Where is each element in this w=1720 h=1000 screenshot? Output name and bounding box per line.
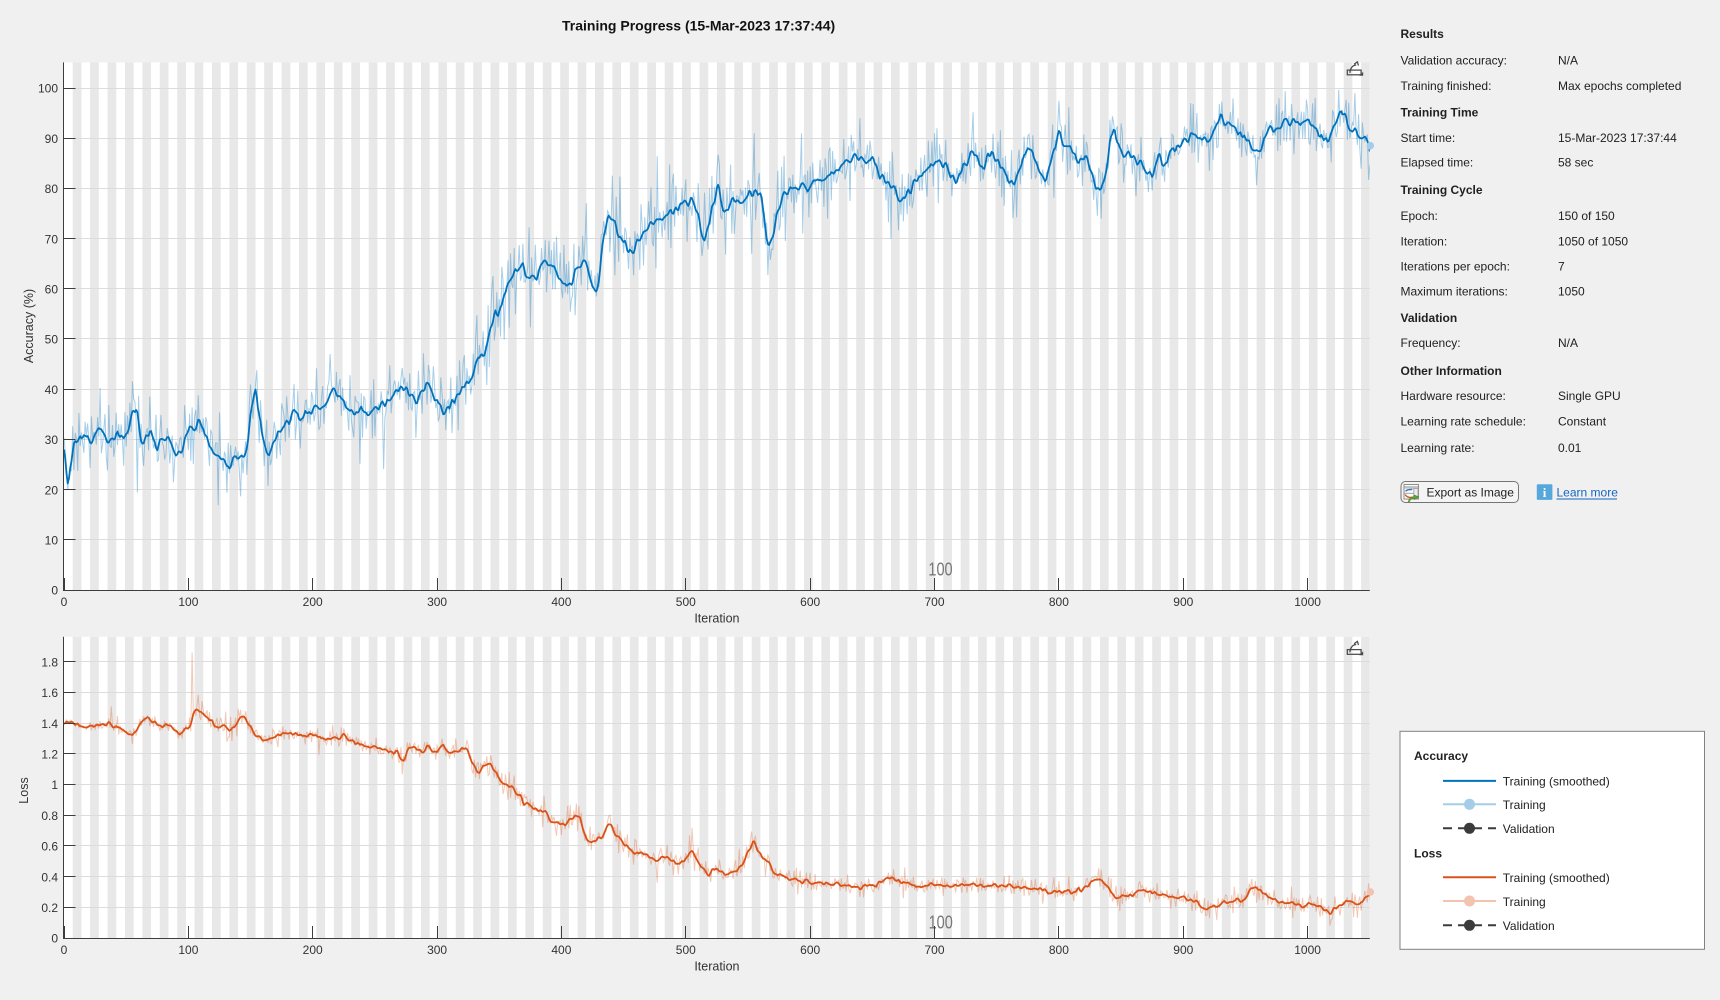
svg-text:Export as Image: Export as Image (1427, 486, 1515, 500)
svg-text:500: 500 (676, 595, 696, 609)
svg-text:100: 100 (38, 82, 58, 96)
svg-text:500: 500 (676, 943, 696, 957)
svg-text:700: 700 (924, 595, 944, 609)
svg-text:600: 600 (800, 943, 820, 957)
svg-text:300: 300 (427, 943, 447, 957)
svg-text:0.01: 0.01 (1558, 441, 1582, 455)
svg-text:Validation: Validation (1503, 822, 1555, 836)
svg-text:Iteration:: Iteration: (1401, 235, 1448, 249)
svg-text:Validation: Validation (1503, 919, 1555, 933)
svg-text:400: 400 (551, 595, 571, 609)
svg-text:Results: Results (1401, 27, 1445, 41)
svg-text:100: 100 (178, 943, 198, 957)
svg-text:0: 0 (61, 943, 68, 957)
svg-text:200: 200 (303, 943, 323, 957)
svg-text:900: 900 (1173, 595, 1193, 609)
svg-text:Constant: Constant (1558, 415, 1607, 429)
svg-text:0.4: 0.4 (41, 870, 58, 884)
svg-text:Training finished:: Training finished: (1401, 79, 1492, 93)
svg-text:0: 0 (61, 595, 68, 609)
svg-text:0: 0 (51, 932, 58, 946)
svg-text:50: 50 (45, 333, 59, 347)
svg-text:Validation accuracy:: Validation accuracy: (1401, 54, 1508, 68)
svg-text:Maximum iterations:: Maximum iterations: (1401, 285, 1508, 299)
svg-text:100: 100 (929, 912, 953, 932)
svg-text:90: 90 (45, 132, 59, 146)
svg-text:Training Cycle: Training Cycle (1401, 183, 1483, 197)
svg-text:15-Mar-2023 17:37:44: 15-Mar-2023 17:37:44 (1558, 131, 1677, 145)
svg-text:20: 20 (45, 483, 59, 497)
svg-text:Training Time: Training Time (1401, 106, 1479, 120)
svg-text:Learning rate schedule:: Learning rate schedule: (1401, 415, 1526, 429)
svg-text:Other Information: Other Information (1401, 364, 1502, 378)
svg-text:200: 200 (303, 595, 323, 609)
svg-text:1.2: 1.2 (41, 748, 58, 762)
svg-text:600: 600 (800, 595, 820, 609)
svg-text:1.6: 1.6 (41, 686, 58, 700)
svg-text:Training (smoothed): Training (smoothed) (1503, 775, 1610, 789)
svg-text:700: 700 (924, 943, 944, 957)
svg-text:Learning rate:: Learning rate: (1401, 441, 1475, 455)
svg-text:1050: 1050 (1558, 285, 1585, 299)
svg-text:58 sec: 58 sec (1558, 156, 1593, 170)
svg-text:0.2: 0.2 (41, 901, 58, 915)
svg-text:Elapsed time:: Elapsed time: (1401, 156, 1474, 170)
svg-text:N/A: N/A (1558, 336, 1578, 350)
svg-text:800: 800 (1049, 943, 1069, 957)
svg-text:0: 0 (51, 584, 58, 598)
svg-text:0.6: 0.6 (41, 840, 58, 854)
svg-text:800: 800 (1049, 595, 1069, 609)
svg-text:i: i (1543, 485, 1547, 500)
svg-text:40: 40 (45, 383, 59, 397)
svg-text:70: 70 (45, 232, 59, 246)
svg-text:900: 900 (1173, 943, 1193, 957)
svg-text:30: 30 (45, 433, 59, 447)
svg-text:Iteration: Iteration (694, 611, 739, 625)
svg-text:Learn more: Learn more (1557, 486, 1619, 500)
svg-text:80: 80 (45, 182, 59, 196)
svg-text:60: 60 (45, 283, 59, 297)
svg-text:100: 100 (178, 595, 198, 609)
svg-text:Start time:: Start time: (1401, 131, 1456, 145)
svg-text:1.8: 1.8 (41, 655, 58, 669)
svg-text:Loss: Loss (17, 777, 31, 803)
svg-text:400: 400 (551, 943, 571, 957)
svg-text:10: 10 (45, 534, 59, 548)
svg-text:Single GPU: Single GPU (1558, 389, 1621, 403)
svg-text:100: 100 (928, 560, 952, 580)
svg-text:150 of 150: 150 of 150 (1558, 209, 1615, 223)
svg-text:Iteration: Iteration (694, 959, 739, 973)
svg-text:1.4: 1.4 (41, 717, 58, 731)
svg-text:N/A: N/A (1558, 54, 1578, 68)
svg-text:Max epochs completed: Max epochs completed (1558, 79, 1681, 93)
svg-text:Frequency:: Frequency: (1401, 336, 1461, 350)
svg-text:300: 300 (427, 595, 447, 609)
svg-text:1050 of 1050: 1050 of 1050 (1558, 235, 1628, 249)
svg-text:0.8: 0.8 (41, 809, 58, 823)
svg-text:Iterations per epoch:: Iterations per epoch: (1401, 260, 1510, 274)
svg-text:Training: Training (1503, 895, 1546, 909)
svg-text:Accuracy (%): Accuracy (%) (22, 289, 36, 363)
svg-text:1: 1 (51, 778, 58, 792)
svg-text:1000: 1000 (1294, 943, 1321, 957)
svg-text:Training (smoothed): Training (smoothed) (1503, 871, 1610, 885)
svg-text:Epoch:: Epoch: (1401, 209, 1438, 223)
svg-text:7: 7 (1558, 260, 1565, 274)
svg-text:Hardware resource:: Hardware resource: (1401, 389, 1506, 403)
svg-text:Training Progress (15-Mar-2023: Training Progress (15-Mar-2023 17:37:44) (562, 18, 835, 34)
svg-text:Validation: Validation (1401, 311, 1458, 325)
svg-text:Training: Training (1503, 798, 1546, 812)
svg-text:1000: 1000 (1294, 595, 1321, 609)
svg-text:Loss: Loss (1414, 847, 1442, 861)
svg-text:Accuracy: Accuracy (1414, 749, 1468, 763)
